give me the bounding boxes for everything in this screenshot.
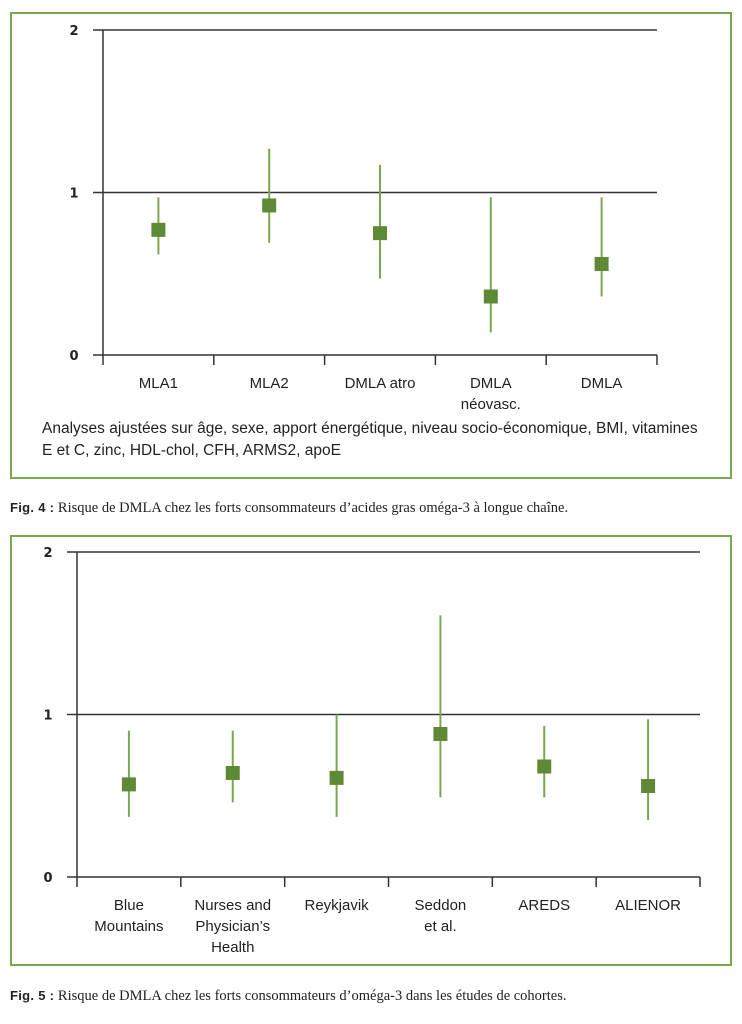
figure-4-caption: Fig. 4 : Risque de DMLA chez les forts c… [10,500,568,517]
category-label: AREDS [518,897,570,914]
point-estimate-marker [151,222,166,237]
point-estimate-marker [121,777,136,792]
figure-5-caption: Fig. 5 : Risque de DMLA chez les forts c… [10,988,567,1005]
category-label: Blue Mountains [94,897,163,935]
point-estimate-marker [329,770,344,785]
category-label-line: AREDS [518,897,570,914]
figure-5-caption-label: Fig. 5 : [10,988,55,1003]
category-label-line: Seddon [415,897,467,914]
category-label-line: DMLA [581,375,623,392]
figure-4-adjustment-note: Analyses ajustées sur âge, sexe, apport … [42,420,698,459]
category-label-line: Blue [114,897,144,914]
category-label-line: DMLA [470,375,512,392]
point-estimate-marker [433,727,448,741]
category-label-line: DMLA atro [345,375,416,392]
y-tick-label: 1 [69,187,78,202]
point-estimate-marker [537,759,552,774]
category-label: DMLA néovasc. [461,375,521,413]
figure-4-chart: 0 1 2 MLA1 MLA2 DMLA atro DMLA néovasc. DMLA [69,24,658,413]
category-label: DMLA atro [345,375,416,392]
category-label-line: Nurses and [194,897,271,914]
category-label: DMLA [581,375,623,392]
category-label-line: Mountains [94,918,163,935]
category-label-line: Physician’s [195,918,270,935]
point-estimate-marker [373,226,387,241]
point-estimate-marker [641,779,656,793]
y-tick-label: 2 [43,546,52,561]
point-estimate-marker [483,289,498,304]
category-label: MLA1 [139,375,178,392]
y-tick-label: 2 [69,24,78,39]
y-tick-label: 0 [69,349,78,364]
figure-5-chart: 0 1 2 Blue Mountains Nurses and Physician’s Hea… [43,546,701,956]
category-label-line: Reykjavik [304,897,369,914]
point-estimate-marker [594,257,609,271]
figure-5-caption-text: Risque de DMLA chez les forts consommate… [54,988,567,1004]
category-label-line: MLA1 [139,375,178,392]
point-estimate-marker [262,198,277,213]
category-label-line: Health [211,939,254,956]
figure-4-caption-label: Fig. 4 : [10,500,55,515]
category-label: ALIENOR [615,897,681,914]
y-tick-label: 0 [43,871,52,886]
category-label-line: ALIENOR [615,897,681,914]
category-label: Nurses and Physician’s Health [194,897,271,956]
figure-4-caption-text: Risque de DMLA chez les forts consommate… [54,500,569,516]
figure-5-box [10,535,732,966]
y-tick-label: 1 [43,709,52,724]
category-label: Seddon et al. [415,897,467,935]
category-label-line: néovasc. [461,396,521,413]
category-label: Reykjavik [304,897,369,914]
category-label: MLA2 [250,375,289,392]
point-estimate-marker [225,766,240,780]
category-label-line: et al. [424,918,457,935]
category-label-line: MLA2 [250,375,289,392]
figure-4-box [10,12,732,479]
